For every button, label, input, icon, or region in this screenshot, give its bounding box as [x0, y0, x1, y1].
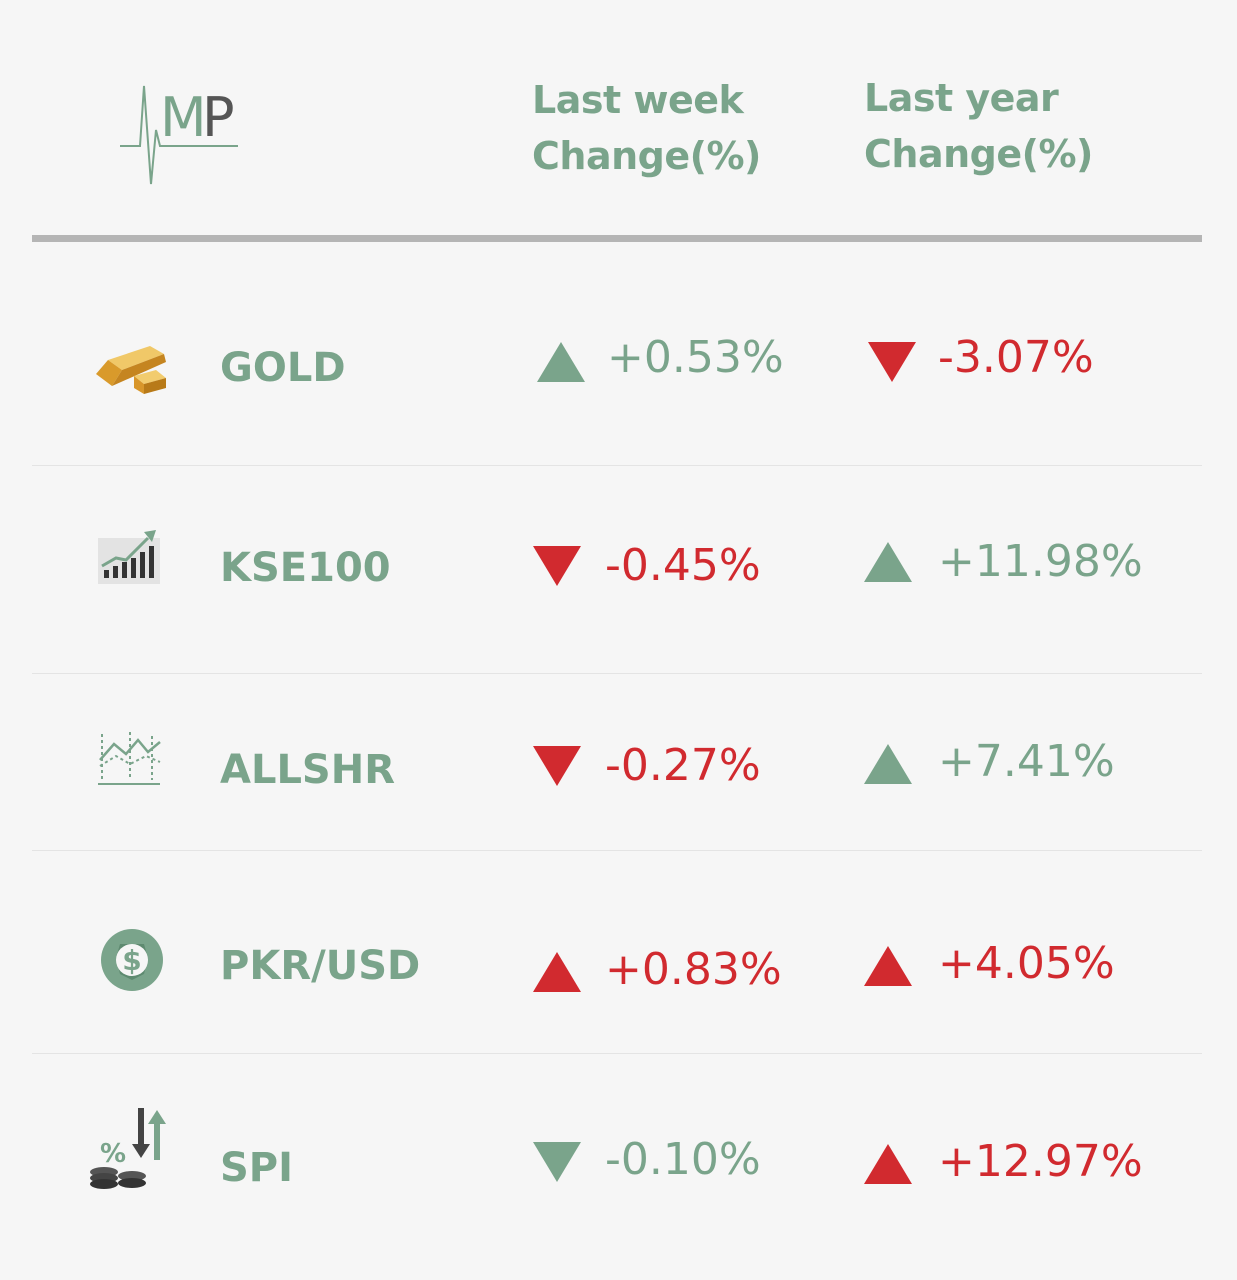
week-change-value: -0.27%	[605, 740, 761, 791]
year-change-value: +11.98%	[938, 536, 1143, 587]
dollar-coin-icon: $	[100, 928, 164, 996]
arrow-down-icon	[868, 342, 916, 382]
stock-chart-icon	[98, 528, 162, 588]
year-change-value: +7.41%	[938, 736, 1115, 787]
header-week-line1: Last week	[532, 78, 744, 122]
week-change-value: +0.83%	[605, 944, 782, 995]
asset-name: ALLSHR	[220, 747, 396, 793]
year-change-value: -3.07%	[938, 332, 1094, 383]
header-last-week: Last week Change(%)	[532, 72, 761, 184]
header-last-year: Last year Change(%)	[864, 70, 1093, 182]
header-divider	[32, 235, 1202, 242]
gold-bar-icon	[94, 340, 168, 400]
arrow-down-icon	[533, 1142, 581, 1182]
logo-m: M	[160, 86, 207, 149]
asset-name: KSE100	[220, 545, 391, 591]
arrow-up-icon	[864, 1144, 912, 1184]
row-divider	[32, 1053, 1202, 1054]
arrow-up-icon	[864, 542, 912, 582]
year-change-value: +12.97%	[938, 1136, 1143, 1187]
asset-name: GOLD	[220, 345, 346, 391]
logo-p: P	[202, 86, 235, 149]
row-divider	[32, 850, 1202, 851]
week-change-value: -0.10%	[605, 1134, 761, 1185]
header-year-line1: Last year	[864, 76, 1059, 120]
arrow-down-icon	[533, 746, 581, 786]
svg-text:%: %	[100, 1139, 126, 1169]
svg-text:$: $	[122, 944, 141, 977]
arrow-up-icon	[864, 744, 912, 784]
asset-name: PKR/USD	[220, 943, 421, 989]
line-graph-icon	[98, 726, 162, 792]
arrow-down-icon	[533, 546, 581, 586]
row-divider	[32, 673, 1202, 674]
arrow-up-icon	[537, 342, 585, 382]
arrow-up-icon	[864, 946, 912, 986]
coins-percent-icon: %	[86, 1106, 170, 1194]
arrow-up-icon	[533, 952, 581, 992]
header-week-line2: Change(%)	[532, 134, 761, 178]
amp-logo: M P	[118, 74, 242, 186]
week-change-value: -0.45%	[605, 540, 761, 591]
asset-name: SPI	[220, 1145, 294, 1191]
row-divider	[32, 465, 1202, 466]
week-change-value: +0.53%	[607, 332, 784, 383]
year-change-value: +4.05%	[938, 938, 1115, 989]
header-year-line2: Change(%)	[864, 132, 1093, 176]
